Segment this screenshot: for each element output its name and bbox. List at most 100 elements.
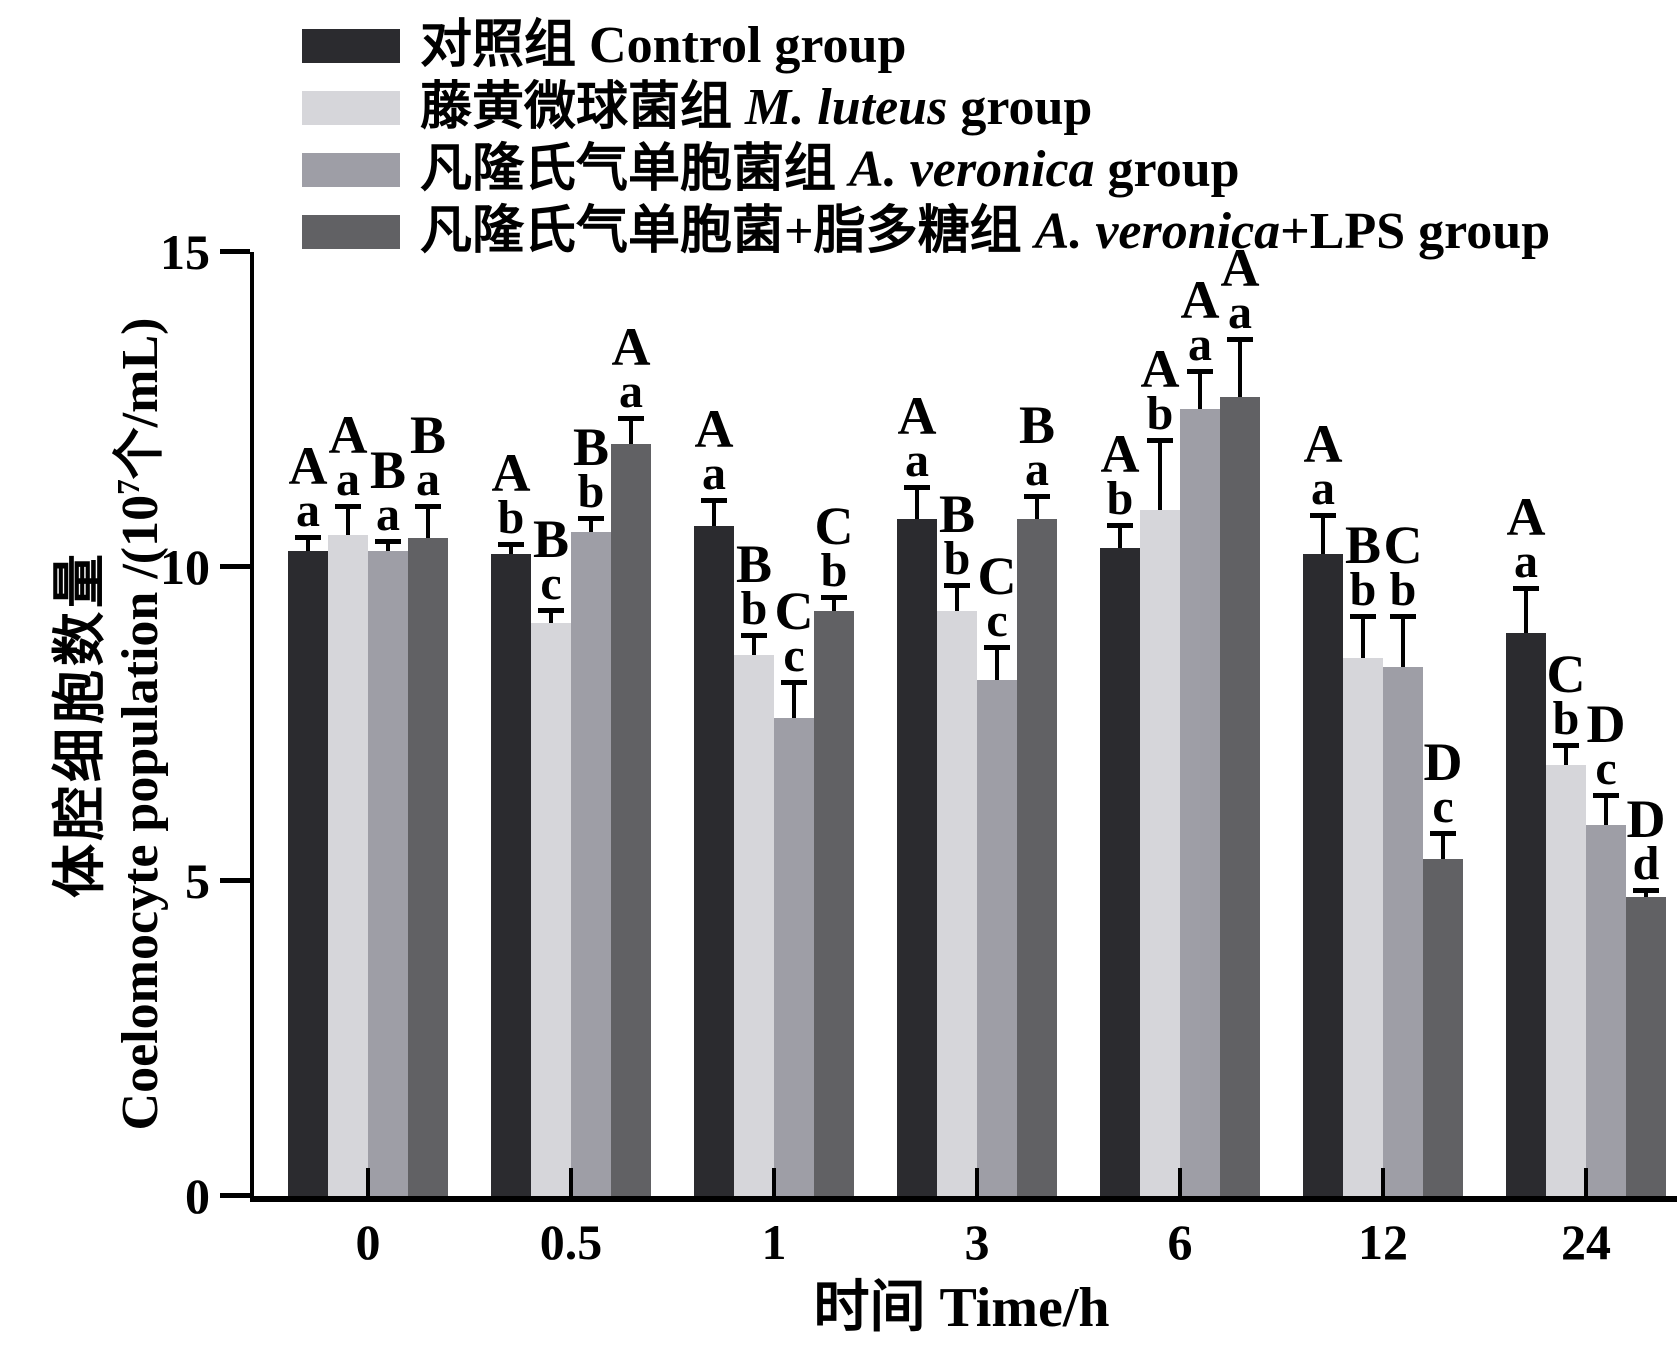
legend-swatch-2 xyxy=(302,153,400,187)
legend-label-0: 对照组 Control group xyxy=(420,20,906,72)
legend-swatch-0 xyxy=(302,29,400,63)
x-tick-1 xyxy=(772,1168,776,1196)
significance-letter-upper: A xyxy=(1506,486,1546,547)
significance-letter-upper: A xyxy=(897,386,937,446)
y-tick-15 xyxy=(220,249,250,254)
significance-letter-lower: b xyxy=(820,544,848,598)
error-bar-cap xyxy=(741,632,767,638)
error-bar-cap xyxy=(944,582,970,588)
bar-藤黄微球菌组-t0 xyxy=(328,535,368,1196)
legend-label-3: 凡隆氏气单胞菌+脂多糖组 A. veronica+LPS group xyxy=(420,206,1550,258)
error-bar-cap xyxy=(1187,368,1213,374)
significance-letter-upper: C xyxy=(814,496,854,557)
bar-藤黄微球菌组-t24 xyxy=(1546,764,1586,1196)
y-tick-5 xyxy=(220,878,250,884)
x-tick-6 xyxy=(1178,1168,1182,1196)
error-bar-cap xyxy=(335,503,361,509)
bar-藤黄微球菌组-t0.5 xyxy=(531,623,571,1196)
error-bar-cap xyxy=(295,535,321,541)
y-axis-label-en-suffix: 个/mL) xyxy=(112,317,170,480)
error-bar xyxy=(509,544,513,555)
significance-letter-lower: b xyxy=(740,581,768,635)
legend: 对照组 Control group 藤黄微球菌组 M. luteus group 凡… xyxy=(302,20,1550,258)
legend-label-rest: group xyxy=(1107,141,1240,198)
x-tick-label-0: 0 xyxy=(355,1214,381,1270)
bar-对照组-t0.5 xyxy=(491,554,531,1196)
error-bar xyxy=(426,506,430,539)
bar-藤黄微球菌组-t12 xyxy=(1343,657,1383,1196)
error-bar-cap xyxy=(1227,337,1253,343)
legend-label-species: M. luteus xyxy=(745,79,948,136)
significance-letter-lower: a xyxy=(1228,286,1252,340)
bar-凡隆氏气单胞菌+脂多糖组-t24 xyxy=(1626,897,1666,1196)
significance-letter-lower: a xyxy=(376,487,400,541)
significance-letter-upper: A xyxy=(611,316,651,377)
bar-藤黄微球菌组-t1 xyxy=(734,654,774,1196)
legend-label-zh: 凡隆氏气单胞菌组 xyxy=(420,141,850,198)
legend-item-0: 对照组 Control group xyxy=(302,20,1550,72)
error-bar-cap xyxy=(1310,513,1336,519)
error-bar-cap xyxy=(1147,437,1173,443)
significance-letter-lower: c xyxy=(1595,742,1617,796)
significance-letter-lower: a xyxy=(905,434,929,487)
significance-letter-lower: a xyxy=(619,364,643,418)
significance-letter-upper: B xyxy=(735,533,773,594)
significance-letter-upper: A xyxy=(328,404,368,465)
significance-letter-lower: a xyxy=(1311,462,1335,516)
error-bar-cap xyxy=(1430,831,1456,837)
error-bar-cap xyxy=(781,680,807,686)
x-tick-0 xyxy=(366,1168,370,1196)
significance-letter-lower: a xyxy=(702,446,726,500)
x-tick-label-12: 12 xyxy=(1358,1214,1408,1270)
x-tick-0.5 xyxy=(569,1168,573,1196)
error-bar-cap xyxy=(1513,585,1539,591)
y-tick-label-5: 5 xyxy=(185,853,210,910)
legend-label-zh: 藤黄微球菌组 xyxy=(420,79,746,136)
bar-对照组-t0 xyxy=(288,550,328,1196)
legend-label-zh: 凡隆氏气单胞菌+脂多糖组 xyxy=(420,203,1035,260)
y-tick-label-0: 0 xyxy=(185,1168,210,1224)
error-bar-cap xyxy=(1024,494,1050,500)
error-bar-cap xyxy=(618,415,644,421)
error-bar-cap xyxy=(984,645,1010,651)
error-bar-cap xyxy=(538,607,564,613)
error-bar xyxy=(1035,497,1039,520)
bar-凡隆氏气单胞菌组-t3 xyxy=(977,679,1017,1196)
significance-letter-upper: B xyxy=(369,439,407,500)
x-tick-label-24: 24 xyxy=(1561,1214,1611,1270)
significance-letter-lower: b xyxy=(1389,563,1417,617)
bar-藤黄微球菌组-t6 xyxy=(1140,510,1180,1196)
significance-letter-lower: a xyxy=(296,484,320,538)
bar-藤黄微球菌组-t3 xyxy=(937,610,977,1196)
significance-letter-lower: a xyxy=(1025,443,1049,497)
error-bar xyxy=(1441,834,1445,860)
error-bar xyxy=(915,488,919,520)
significance-letter-lower: b xyxy=(497,490,525,544)
y-tick-label-15: 15 xyxy=(160,224,210,280)
significance-letter-upper: B xyxy=(1018,395,1056,456)
bar-凡隆氏气单胞菌+脂多糖组-t1 xyxy=(814,610,854,1196)
error-bar xyxy=(955,585,959,611)
bar-凡隆氏气单胞菌组-t0 xyxy=(368,550,408,1196)
y-axis-label: 体腔细胞数量 Coelomocyte population /(107个/mL) xyxy=(49,318,171,1131)
y-tick-0 xyxy=(220,1193,250,1198)
error-bar xyxy=(752,635,756,655)
significance-letter-upper: D xyxy=(1423,732,1463,793)
error-bar-cap xyxy=(415,503,441,509)
legend-swatch-3 xyxy=(302,215,400,249)
